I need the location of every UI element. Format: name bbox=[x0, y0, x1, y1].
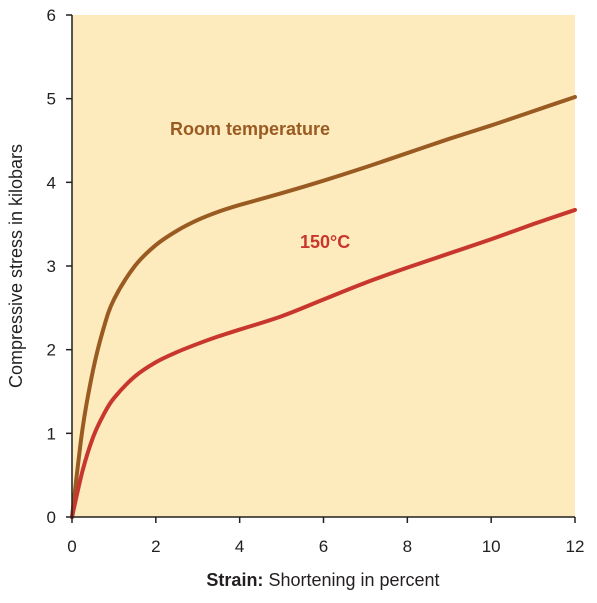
series-line-150c bbox=[70, 207, 577, 519]
y-tick-label: 4 bbox=[47, 173, 56, 192]
x-tick-label: 10 bbox=[482, 537, 501, 556]
y-tick-label: 5 bbox=[47, 90, 56, 109]
y-tick-label: 6 bbox=[47, 6, 56, 25]
x-tick-label: 6 bbox=[319, 537, 328, 556]
y-tick-label: 1 bbox=[47, 424, 56, 443]
y-tick-label: 3 bbox=[47, 257, 56, 276]
x-axis-title-bold: Strain: bbox=[206, 570, 263, 590]
y-tick-label: 2 bbox=[47, 341, 56, 360]
series-label-room-temperature: Room temperature bbox=[170, 119, 330, 139]
series-layer bbox=[70, 94, 577, 519]
series-label-150c: 150°C bbox=[300, 232, 350, 252]
x-tick-label: 12 bbox=[566, 537, 585, 556]
x-tick-label: 8 bbox=[403, 537, 412, 556]
plot-background bbox=[72, 15, 575, 517]
series-line-room-temperature bbox=[70, 94, 577, 519]
x-tick-label: 2 bbox=[151, 537, 160, 556]
x-axis-title-rest: Shortening in percent bbox=[263, 570, 439, 590]
x-tick-label: 0 bbox=[67, 537, 76, 556]
y-tick-label: 0 bbox=[47, 508, 56, 527]
x-tick-label: 4 bbox=[235, 537, 244, 556]
x-axis-title: Strain: Shortening in percent bbox=[206, 570, 439, 590]
y-axis-title: Compressive stress in kilobars bbox=[6, 144, 26, 388]
